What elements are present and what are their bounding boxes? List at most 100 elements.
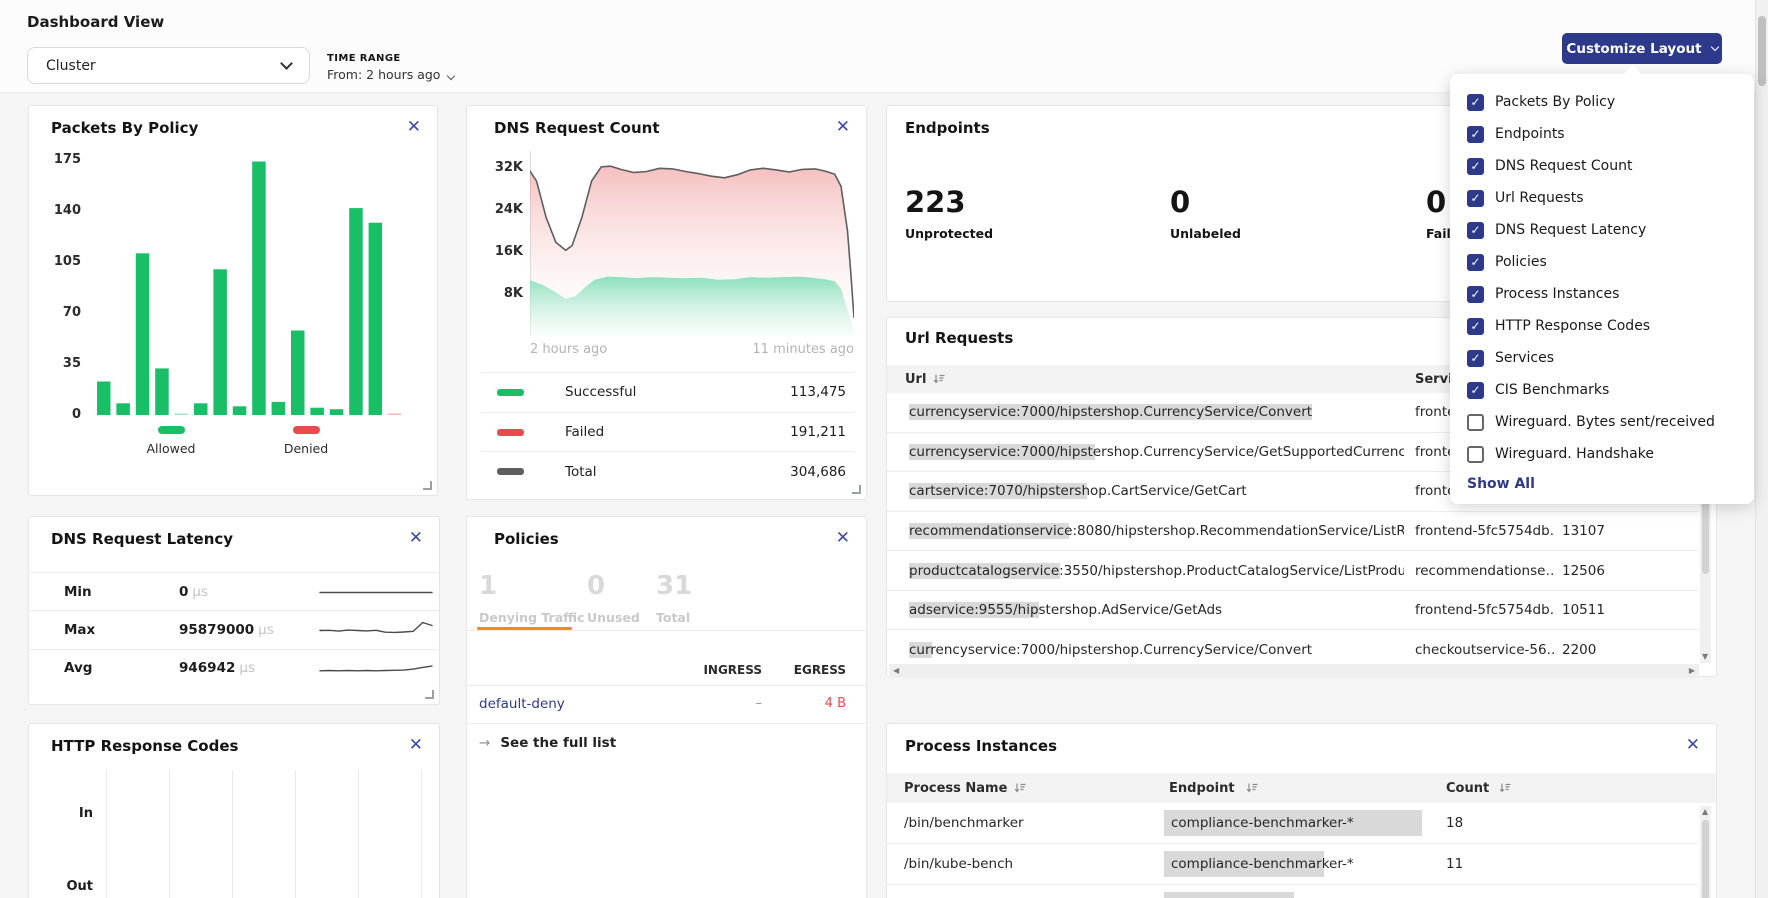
checkbox-icon[interactable] — [1467, 349, 1484, 367]
process-name-cell: /bin/kube-bench — [904, 856, 1014, 872]
url-cell: recommendationservice:8080/hipstershop.R… — [909, 522, 1404, 539]
metric-unlabeled: 0 Unlabeled — [1170, 185, 1241, 242]
menu-item-widget-toggle[interactable]: Services — [1450, 342, 1754, 374]
stat-total[interactable]: 31 Total — [656, 571, 693, 625]
table-row[interactable]: /bin/benchmarker compliance-benchmarker-… — [887, 803, 1699, 844]
customize-layout-menu: Packets By Policy Endpoints DNS Request … — [1450, 74, 1754, 504]
menu-item-label: Wireguard. Handshake — [1495, 446, 1654, 462]
sort-icon[interactable] — [1246, 782, 1258, 794]
checkbox-icon[interactable] — [1467, 445, 1484, 463]
scroll-right-icon[interactable]: ▶ — [1688, 666, 1695, 675]
service-cell: recommendationse… — [1415, 562, 1555, 579]
menu-item-widget-toggle[interactable]: CIS Benchmarks — [1450, 374, 1754, 406]
stat-value: 0 — [179, 583, 189, 600]
arrow-right-icon: → — [479, 735, 491, 751]
sort-icon[interactable] — [1014, 782, 1026, 794]
resize-handle[interactable] — [423, 481, 432, 490]
policy-name-link[interactable]: default-deny — [479, 696, 565, 712]
menu-items: Packets By Policy Endpoints DNS Request … — [1450, 86, 1754, 470]
menu-item-label: Url Requests — [1495, 190, 1584, 206]
table-row[interactable]: benchmarker compliance-benchmarker-* 9 — [887, 885, 1699, 898]
table-row[interactable]: adservice:9555/hipstershop.AdService/Get… — [887, 591, 1699, 631]
scrollbar-thumb[interactable] — [1758, 16, 1766, 86]
checkbox-icon[interactable] — [1467, 157, 1484, 175]
menu-item-widget-toggle[interactable]: Packets By Policy — [1450, 86, 1754, 118]
endpoint-cell: compliance-benchmarker-* — [1164, 851, 1354, 877]
menu-item-widget-toggle[interactable]: Wireguard. Handshake — [1450, 438, 1754, 470]
close-icon[interactable]: ✕ — [1685, 735, 1700, 755]
y-tick-label: 16K — [494, 243, 523, 259]
sparkline — [319, 664, 433, 672]
table-row[interactable]: cartservice:7070/hipstershop.CartService… — [887, 472, 1699, 512]
count-cell: 12506 — [1562, 562, 1605, 579]
menu-item-widget-toggle[interactable]: Policies — [1450, 246, 1754, 278]
endpoint-cell: compliance-benchmarker-* — [1164, 810, 1422, 836]
checkbox-icon[interactable] — [1467, 285, 1484, 303]
scroll-up-icon[interactable]: ▲ — [1702, 807, 1709, 816]
show-all-link[interactable]: Show All — [1467, 476, 1535, 492]
chevron-down-icon — [280, 57, 293, 70]
service-cell: fronte — [1415, 483, 1456, 500]
checkbox-icon[interactable] — [1467, 125, 1484, 143]
time-range-value[interactable]: From: 2 hours ago — [327, 67, 456, 82]
checkbox-icon[interactable] — [1467, 381, 1484, 399]
checkbox-icon[interactable] — [1467, 253, 1484, 271]
checkbox-icon[interactable] — [1467, 317, 1484, 335]
close-icon[interactable]: ✕ — [408, 528, 423, 548]
ingress-value: – — [755, 696, 763, 711]
checkbox-icon[interactable] — [1467, 93, 1484, 111]
menu-item-widget-toggle[interactable]: DNS Request Latency — [1450, 214, 1754, 246]
process-table-body: /bin/benchmarker compliance-benchmarker-… — [887, 803, 1699, 898]
see-full-list-link[interactable]: → See the full list — [479, 735, 617, 751]
table-row[interactable]: recommendationservice:8080/hipstershop.R… — [887, 512, 1699, 552]
stat-denying-traffic[interactable]: 1 Denying Traffic — [479, 571, 585, 625]
legend-value: 191,211 — [790, 424, 846, 441]
resize-handle[interactable] — [852, 485, 861, 494]
policies-card: Policies ✕ 1 Denying Traffic 0 Unused 31… — [466, 516, 867, 898]
close-icon[interactable]: ✕ — [835, 528, 850, 548]
y-tick-label: 32K — [494, 159, 523, 175]
menu-item-widget-toggle[interactable]: Url Requests — [1450, 182, 1754, 214]
menu-item-widget-toggle[interactable]: Wireguard. Bytes sent/received — [1450, 406, 1754, 438]
table-row[interactable]: /bin/kube-bench compliance-benchmarker-*… — [887, 844, 1699, 885]
stat-unused[interactable]: 0 Unused — [587, 571, 640, 625]
table-row[interactable]: productcatalogservice:3550/hipstershop.P… — [887, 551, 1699, 591]
legend-swatch — [497, 468, 524, 476]
http-response-codes-card: HTTP Response Codes ✕ In Out — [28, 723, 440, 898]
menu-item-label: HTTP Response Codes — [1495, 318, 1651, 334]
count-cell: 10511 — [1562, 602, 1605, 619]
menu-item-widget-toggle[interactable]: Process Instances — [1450, 278, 1754, 310]
checkbox-icon[interactable] — [1467, 189, 1484, 207]
close-icon[interactable]: ✕ — [835, 117, 850, 137]
legend-value: 304,686 — [790, 463, 846, 480]
menu-item-label: Policies — [1495, 254, 1547, 270]
close-icon[interactable]: ✕ — [406, 117, 421, 137]
card-title: Packets By Policy — [51, 119, 199, 137]
customize-layout-button[interactable]: Customize Layout — [1562, 33, 1722, 64]
sort-icon[interactable] — [1499, 782, 1511, 794]
scrollbar-thumb[interactable] — [1702, 820, 1709, 898]
card-title: Url Requests — [905, 329, 1014, 347]
table-row[interactable]: currencyservice:7000/hipstershop.Currenc… — [887, 433, 1699, 473]
sort-icon[interactable] — [933, 373, 945, 385]
menu-item-widget-toggle[interactable]: HTTP Response Codes — [1450, 310, 1754, 342]
page-scrollbar[interactable] — [1755, 0, 1768, 898]
resize-handle[interactable] — [425, 690, 434, 699]
vertical-scrollbar[interactable]: ▲ — [1700, 806, 1711, 898]
service-cell: frontend-5fc5754db… — [1415, 602, 1555, 619]
y-tick-label: 35 — [62, 356, 81, 371]
checkbox-icon[interactable] — [1467, 221, 1484, 239]
menu-item-label: CIS Benchmarks — [1495, 382, 1610, 398]
close-icon[interactable]: ✕ — [408, 735, 423, 755]
count-cell: 2200 — [1562, 641, 1597, 658]
stat-value: 946942 — [179, 660, 236, 677]
view-scope-select[interactable]: Cluster — [27, 47, 310, 84]
checkbox-icon[interactable] — [1467, 413, 1484, 431]
scroll-down-icon[interactable]: ▼ — [1702, 652, 1709, 661]
menu-item-widget-toggle[interactable]: Endpoints — [1450, 118, 1754, 150]
legend-label: Failed — [565, 424, 605, 441]
scroll-left-icon[interactable]: ◀ — [893, 666, 900, 675]
horizontal-scrollbar[interactable]: ◀ ▶ — [889, 664, 1699, 678]
table-row[interactable]: currencyservice:7000/hipstershop.Currenc… — [887, 393, 1699, 433]
menu-item-widget-toggle[interactable]: DNS Request Count — [1450, 150, 1754, 182]
